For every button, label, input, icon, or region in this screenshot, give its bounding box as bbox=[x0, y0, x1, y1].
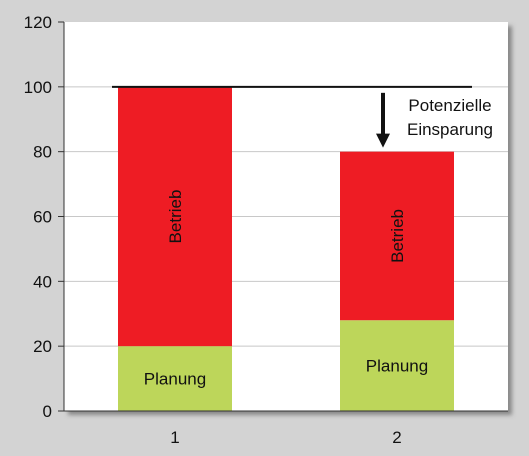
arrow-down-icon bbox=[376, 133, 390, 148]
y-tick-label: 0 bbox=[43, 402, 52, 421]
segment-label: Betrieb bbox=[388, 209, 407, 263]
axes: 0 20 40 60 80 100 120 1 2 bbox=[24, 13, 508, 447]
bar-segment bbox=[118, 346, 232, 411]
bar-segment bbox=[340, 320, 454, 411]
bar-segment bbox=[118, 86, 232, 347]
segment-label: Planung bbox=[366, 357, 428, 376]
x-tick-label: 1 bbox=[170, 428, 179, 447]
y-tick-label: 40 bbox=[33, 272, 52, 291]
y-tick-label: 120 bbox=[24, 13, 52, 32]
y-tick-label: 20 bbox=[33, 337, 52, 356]
annotation-text: Einsparung bbox=[407, 120, 493, 139]
bars: Planung Betrieb Planung Betrieb bbox=[118, 86, 454, 411]
segment-label: Planung bbox=[144, 370, 206, 389]
y-tick-label: 60 bbox=[33, 208, 52, 227]
y-tick-label: 100 bbox=[24, 78, 52, 97]
y-tick-label: 80 bbox=[33, 143, 52, 162]
x-tick-label: 2 bbox=[392, 428, 401, 447]
bar-segment bbox=[340, 151, 454, 321]
annotations: Potenzielle Einsparung bbox=[112, 85, 493, 148]
segment-label: Betrieb bbox=[166, 190, 185, 244]
annotation-text: Potenzielle bbox=[408, 96, 491, 115]
